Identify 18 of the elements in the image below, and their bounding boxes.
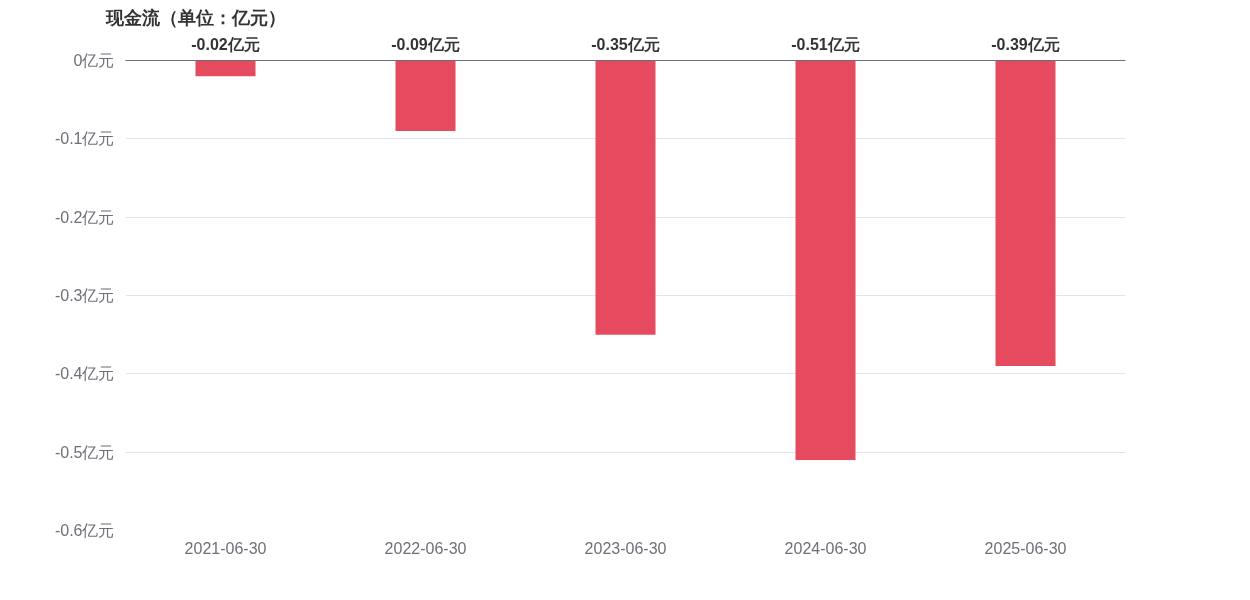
x-tick-label: 2021-06-30 (184, 539, 267, 557)
y-tick-label: -0.2亿元 (54, 208, 115, 226)
x-tick-label: 2023-06-30 (584, 539, 667, 557)
data-label: -0.51亿元 (791, 35, 860, 53)
y-tick-label: -0.5亿元 (54, 443, 115, 461)
data-label: -0.39亿元 (991, 35, 1060, 53)
x-tick-label: 2022-06-30 (384, 539, 467, 557)
y-tick-label: -0.1亿元 (54, 130, 115, 148)
y-tick-label: -0.6亿元 (54, 522, 115, 539)
x-tick-label: 2024-06-30 (784, 539, 867, 557)
data-label: -0.02亿元 (191, 35, 260, 53)
y-tick-label: -0.3亿元 (54, 287, 115, 304)
chart-title: 现金流（单位：亿元） (104, 7, 286, 28)
x-tick-label: 2025-06-30 (984, 539, 1067, 557)
data-label: -0.35亿元 (591, 35, 660, 53)
data-label: -0.09亿元 (391, 35, 460, 53)
y-tick-label: 0亿元 (73, 52, 115, 69)
y-tick-label: -0.4亿元 (54, 365, 115, 383)
